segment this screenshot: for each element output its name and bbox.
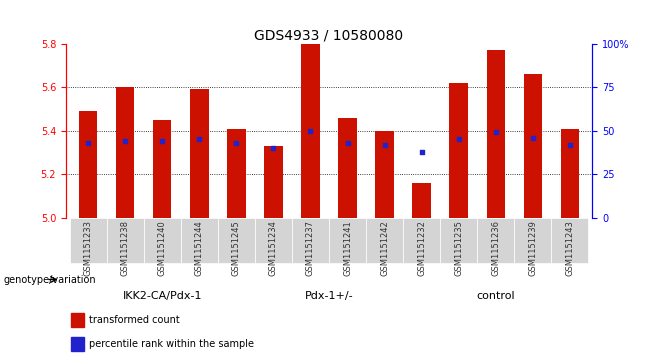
Bar	[71, 337, 84, 351]
Point	[453, 136, 464, 142]
Point	[380, 142, 390, 147]
Text: GSM1151236: GSM1151236	[492, 220, 500, 276]
Point	[528, 135, 538, 140]
Bar	[79, 111, 97, 218]
Bar	[477, 218, 515, 263]
Bar	[70, 218, 107, 263]
Bar	[515, 218, 551, 263]
Text: GSM1151239: GSM1151239	[528, 220, 538, 276]
Text: GSM1151233: GSM1151233	[84, 220, 93, 276]
Point	[194, 136, 205, 142]
Text: genotype/variation: genotype/variation	[3, 274, 96, 285]
Bar	[329, 218, 366, 263]
Bar	[524, 74, 542, 218]
Bar	[107, 218, 143, 263]
Bar	[366, 218, 403, 263]
Bar	[218, 218, 255, 263]
Bar	[264, 146, 283, 218]
Text: GSM1151245: GSM1151245	[232, 220, 241, 276]
Bar	[375, 131, 394, 218]
Point	[157, 138, 167, 144]
Bar	[413, 183, 431, 218]
Point	[417, 149, 427, 155]
Bar	[440, 218, 477, 263]
Bar	[181, 218, 218, 263]
Bar	[153, 120, 172, 218]
Text: GSM1151232: GSM1151232	[417, 220, 426, 276]
Text: GSM1151235: GSM1151235	[454, 220, 463, 276]
Bar	[143, 218, 181, 263]
Text: control: control	[476, 291, 515, 301]
Bar	[338, 118, 357, 218]
Bar	[255, 218, 292, 263]
Text: GSM1151244: GSM1151244	[195, 220, 204, 276]
Text: GSM1151241: GSM1151241	[343, 220, 352, 276]
Text: GSM1151240: GSM1151240	[158, 220, 166, 276]
Text: GSM1151238: GSM1151238	[120, 220, 130, 276]
Point	[305, 128, 316, 134]
Bar	[561, 129, 579, 218]
Bar	[301, 44, 320, 218]
Point	[83, 140, 93, 146]
Text: percentile rank within the sample: percentile rank within the sample	[89, 339, 255, 349]
Bar	[71, 313, 84, 327]
Title: GDS4933 / 10580080: GDS4933 / 10580080	[255, 28, 403, 42]
Point	[342, 140, 353, 146]
Bar	[292, 218, 329, 263]
Text: GSM1151234: GSM1151234	[269, 220, 278, 276]
Text: GSM1151242: GSM1151242	[380, 220, 389, 276]
Text: GSM1151237: GSM1151237	[306, 220, 315, 276]
Bar	[227, 129, 245, 218]
Point	[231, 140, 241, 146]
Text: Pdx-1+/-: Pdx-1+/-	[305, 291, 353, 301]
Point	[565, 142, 575, 147]
Point	[268, 145, 278, 151]
Bar	[449, 83, 468, 218]
Bar	[190, 89, 209, 218]
Bar	[116, 87, 134, 218]
Bar	[403, 218, 440, 263]
Bar	[486, 50, 505, 218]
Point	[120, 138, 130, 144]
Text: transformed count: transformed count	[89, 315, 180, 325]
Point	[491, 130, 501, 135]
Bar	[551, 218, 588, 263]
Text: IKK2-CA/Pdx-1: IKK2-CA/Pdx-1	[122, 291, 202, 301]
Text: GSM1151243: GSM1151243	[565, 220, 574, 276]
